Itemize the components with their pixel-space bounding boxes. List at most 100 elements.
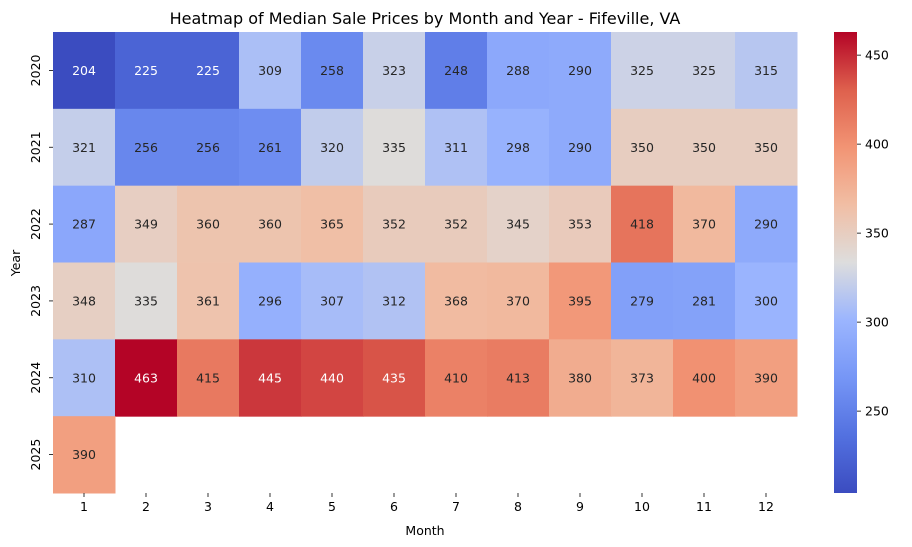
- heatmap-cell: [301, 185, 364, 263]
- cell-value-label: 290: [568, 140, 592, 155]
- cell-value-label: 368: [444, 293, 468, 308]
- heatmap-cell: [735, 32, 798, 110]
- y-tick-label: 2023: [28, 285, 43, 317]
- cell-value-label: 312: [382, 293, 406, 308]
- cell-value-label: 365: [320, 217, 344, 232]
- heatmap-cell: [673, 108, 736, 187]
- colorbar-tick-label: 450: [865, 48, 889, 63]
- heatmap-cell: [487, 32, 550, 110]
- heatmap-cell: [549, 185, 612, 263]
- heatmap-cell: [611, 262, 674, 340]
- chart-title: Heatmap of Median Sale Prices by Month a…: [170, 9, 681, 28]
- heatmap-cell: [115, 185, 178, 263]
- heatmap-cell: [549, 32, 612, 110]
- heatmap-cell: [239, 339, 302, 417]
- heatmap-cell: [177, 32, 240, 110]
- cell-value-label: 373: [630, 370, 654, 385]
- cell-value-label: 380: [568, 370, 592, 385]
- colorbar-tick-label: 250: [865, 404, 889, 419]
- cell-value-label: 204: [72, 63, 96, 78]
- cell-value-label: 261: [258, 140, 282, 155]
- heatmap-cell: [611, 32, 674, 110]
- x-tick-label: 1: [80, 499, 88, 514]
- heatmap-cell: [425, 339, 488, 417]
- cell-value-label: 298: [506, 140, 530, 155]
- heatmap-cell: [115, 108, 178, 187]
- cell-value-label: 400: [692, 370, 716, 385]
- cell-value-label: 463: [134, 370, 158, 385]
- cell-value-label: 288: [506, 63, 530, 78]
- heatmap-cell: [363, 262, 426, 340]
- cell-value-label: 350: [630, 140, 654, 155]
- heatmap-cell: [115, 32, 178, 110]
- heatmap-cell: [301, 32, 364, 110]
- heatmap-cell: [115, 262, 178, 340]
- cell-value-label: 345: [506, 217, 530, 232]
- heatmap-cell: [487, 108, 550, 187]
- heatmap-cell: [239, 32, 302, 110]
- heatmap-cells: 204 225 225 309 258 323 248 288 290 325 325 315 321 2…: [53, 32, 798, 494]
- cell-value-label: 315: [754, 63, 778, 78]
- heatmap-cell: [177, 262, 240, 340]
- cell-value-label: 321: [72, 140, 96, 155]
- cell-value-label: 256: [196, 140, 220, 155]
- cell-value-label: 370: [692, 217, 716, 232]
- heatmap-cell: [487, 262, 550, 340]
- heatmap-cell: [611, 339, 674, 417]
- cell-value-label: 279: [630, 293, 654, 308]
- cell-value-label: 256: [134, 140, 158, 155]
- heatmap-cell: [177, 108, 240, 187]
- heatmap-cell: [53, 339, 116, 417]
- cell-value-label: 360: [258, 217, 282, 232]
- heatmap-cell: [53, 108, 116, 187]
- cell-value-label: 352: [444, 217, 468, 232]
- heatmap-cell: [53, 32, 116, 110]
- heatmap-cell: [363, 339, 426, 417]
- heatmap-cell: [611, 108, 674, 187]
- cell-value-label: 296: [258, 293, 282, 308]
- x-tick-label: 12: [758, 499, 774, 514]
- heatmap-cell: [735, 185, 798, 263]
- heatmap-cell: [363, 185, 426, 263]
- cell-value-label: 395: [568, 293, 592, 308]
- heatmap-cell: [177, 339, 240, 417]
- x-tick-label: 10: [634, 499, 650, 514]
- cell-value-label: 350: [754, 140, 778, 155]
- cell-value-label: 311: [444, 140, 468, 155]
- x-tick-label: 2: [142, 499, 150, 514]
- cell-value-label: 349: [134, 217, 158, 232]
- heatmap-cell: [239, 262, 302, 340]
- heatmap-cell: [301, 339, 364, 417]
- cell-value-label: 440: [320, 370, 344, 385]
- x-tick-label: 8: [514, 499, 522, 514]
- heatmap-cell: [239, 108, 302, 187]
- x-tick-label: 4: [266, 499, 274, 514]
- cell-value-label: 225: [196, 63, 220, 78]
- heatmap-cell: [673, 185, 736, 263]
- heatmap-cell: [549, 339, 612, 417]
- heatmap-cell: [301, 108, 364, 187]
- cell-value-label: 445: [258, 370, 282, 385]
- cell-value-label: 390: [72, 447, 96, 462]
- cell-value-label: 300: [754, 293, 778, 308]
- cell-value-label: 323: [382, 63, 406, 78]
- heatmap-cell: [735, 262, 798, 340]
- y-tick-label: 2021: [28, 131, 43, 163]
- heatmap-cell: [673, 262, 736, 340]
- cell-value-label: 390: [754, 370, 778, 385]
- y-axis-ticks: 2020 2021 2022 2023 2024 2025: [28, 54, 53, 470]
- heatmap-cell: [363, 32, 426, 110]
- heatmap-cell: [425, 262, 488, 340]
- heatmap-cell: [425, 108, 488, 187]
- cell-value-label: 353: [568, 217, 592, 232]
- cell-value-label: 290: [568, 63, 592, 78]
- cell-value-label: 281: [692, 293, 716, 308]
- y-tick-label: 2024: [28, 362, 43, 394]
- cell-value-label: 258: [320, 63, 344, 78]
- cell-value-label: 348: [72, 293, 96, 308]
- cell-value-label: 335: [134, 293, 158, 308]
- x-axis-label: Month: [405, 523, 444, 538]
- x-tick-label: 5: [328, 499, 336, 514]
- y-tick-label: 2025: [28, 439, 43, 471]
- cell-value-label: 413: [506, 370, 530, 385]
